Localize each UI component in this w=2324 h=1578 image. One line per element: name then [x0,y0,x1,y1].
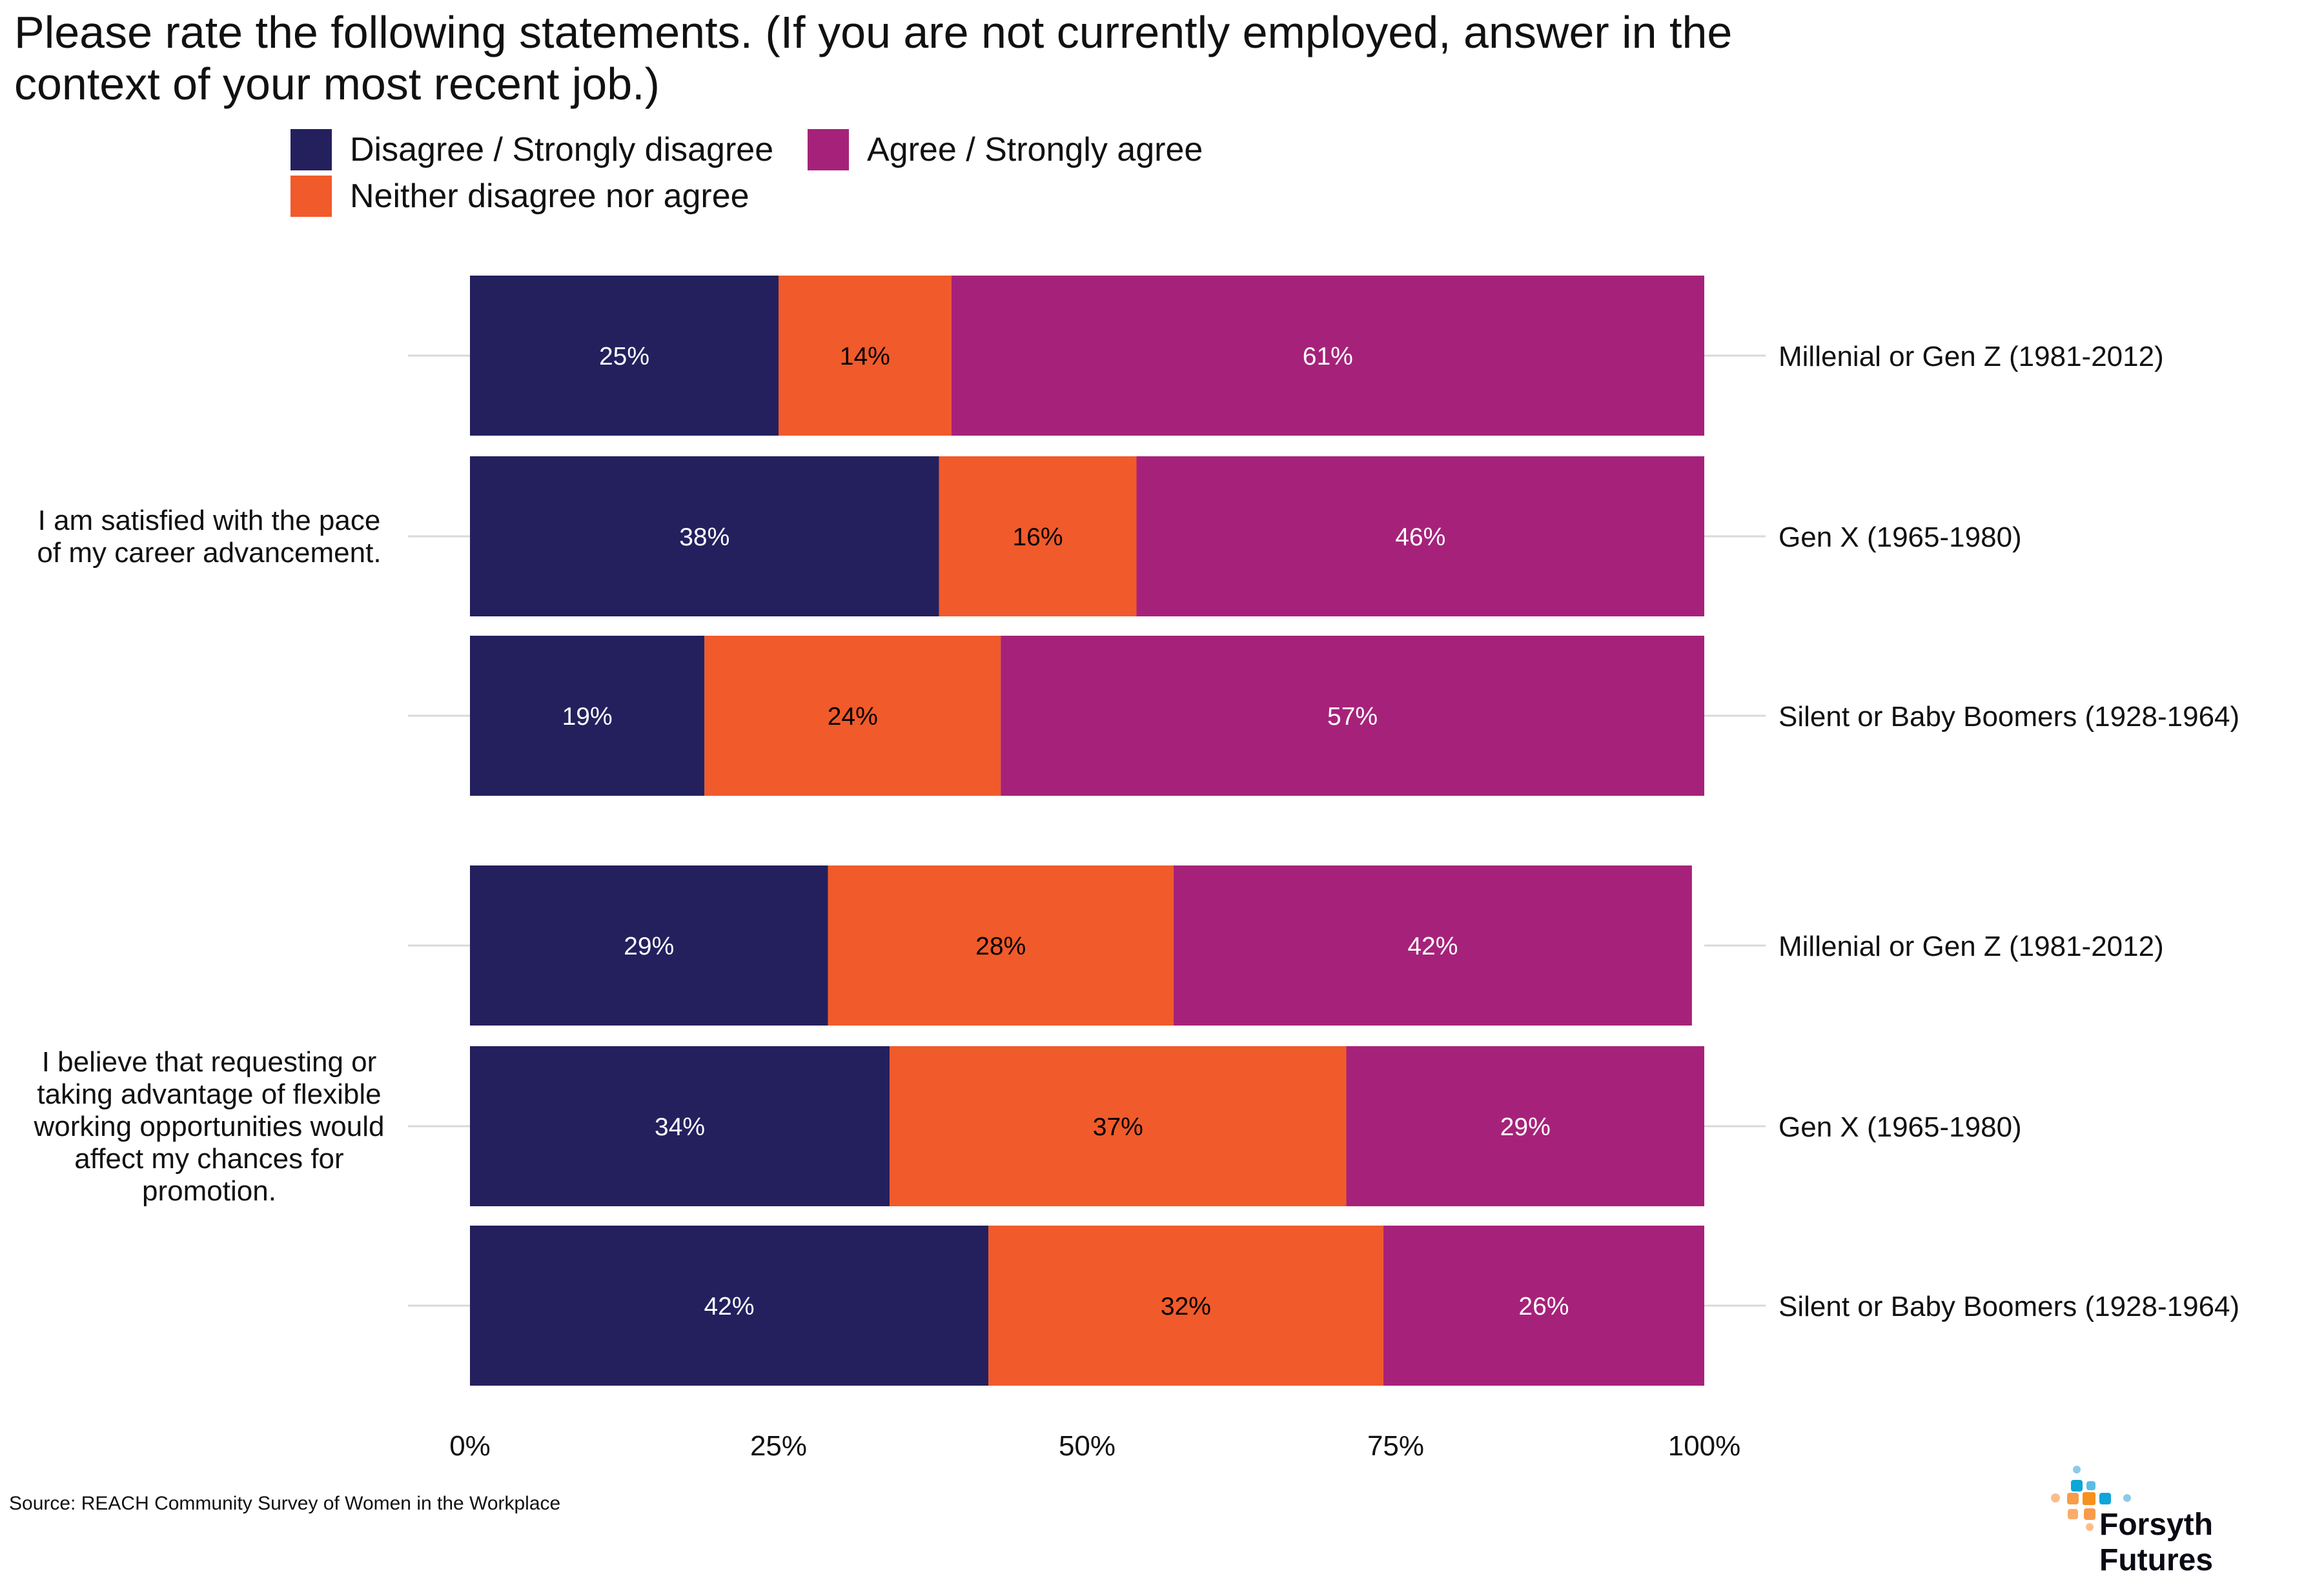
logo-text: Forsyth Futures [2099,1508,2214,1577]
category-label: Gen X (1965-1980) [1779,1111,2022,1143]
bar-segment [890,1046,1347,1206]
category-label: Millenial or Gen Z (1981-2012) [1779,931,2164,962]
bar-segment [704,636,1001,796]
bar-segment [1173,865,1692,1026]
forsyth-futures-logo-icon [2051,1466,2131,1531]
legend-label: Neither disagree nor agree [350,177,749,215]
data-label: 25% [599,343,649,370]
bar-segment [1136,456,1704,616]
x-tick-label: 50% [1059,1430,1116,1462]
x-tick-label: 0% [449,1430,491,1462]
data-label: 32% [1161,1293,1211,1320]
x-tick-label: 25% [750,1430,807,1462]
legend-swatch [290,129,332,170]
data-label: 42% [1407,933,1458,960]
bar-segment [1001,636,1704,796]
legend-item-disagree: Disagree / Strongly disagree [290,129,773,170]
bar-segment [470,865,828,1026]
bar-segment [1383,1226,1704,1386]
legend-label: Disagree / Strongly disagree [350,131,774,168]
legend-item-agree: Agree / Strongly agree [808,129,1203,170]
category-label: Millenial or Gen Z (1981-2012) [1779,341,2164,372]
bar-segment [470,636,705,796]
data-label: 16% [1012,523,1063,551]
data-label: 29% [624,933,674,960]
legend-item-neither: Neither disagree nor agree [290,176,749,217]
legend-label: Agree / Strongly agree [867,131,1203,168]
data-label: 14% [840,343,890,370]
bar-segment [939,456,1137,616]
bar-segment [470,1046,890,1206]
data-label: 19% [562,703,613,731]
statement-label: promotion. [142,1175,276,1207]
data-label: 46% [1395,523,1445,551]
bar-segment [470,276,779,436]
title-line: context of your most recent job.) [14,59,660,109]
statement-label: I am satisfied with the pace [38,505,381,536]
data-label: 28% [975,933,1026,960]
data-label: 29% [1500,1113,1551,1141]
data-label: 38% [679,523,729,551]
bar-segment [988,1226,1383,1386]
statement-label: affect my chances for [74,1143,343,1175]
title-line: Please rate the following statements. (I… [14,7,1733,57]
data-label: 26% [1518,1293,1569,1320]
data-label: 42% [704,1293,754,1320]
statement-label: taking advantage of flexible [37,1078,381,1110]
bar-segment [828,865,1174,1026]
bar-segment [470,456,939,616]
bar-segment [951,276,1704,436]
statement-label: I believe that requesting or [42,1046,377,1078]
statement-label: of my career advancement. [37,537,381,569]
statement-label: working opportunities would [34,1111,385,1142]
source-note: Source: REACH Community Survey of Women … [9,1493,561,1514]
data-label: 57% [1327,703,1378,731]
data-label: 61% [1303,343,1353,370]
bar-segment [1346,1046,1704,1206]
x-tick-label: 75% [1367,1430,1424,1462]
data-label: 24% [828,703,878,731]
bar-segment [470,1226,989,1386]
legend-swatch [808,129,849,170]
bar-segment [779,276,952,436]
chart-title: Please rate the following statements. (I… [14,6,1951,110]
category-label: Silent or Baby Boomers (1928-1964) [1779,701,2239,733]
legend-swatch [290,176,332,217]
x-tick-label: 100% [1668,1430,1741,1462]
category-label: Gen X (1965-1980) [1779,521,2022,553]
category-label: Silent or Baby Boomers (1928-1964) [1779,1291,2239,1322]
data-label: 34% [655,1113,705,1141]
data-label: 37% [1093,1113,1143,1141]
